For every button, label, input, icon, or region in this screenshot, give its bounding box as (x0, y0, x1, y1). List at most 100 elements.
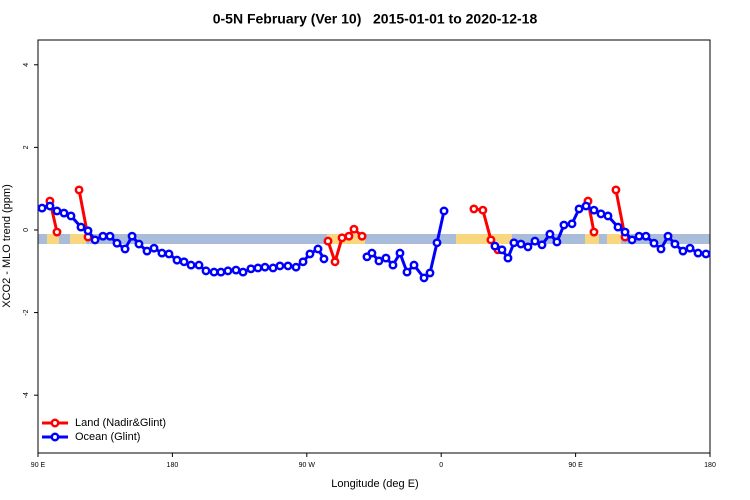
data-point (291, 262, 301, 272)
data-point (425, 268, 435, 278)
legend-marker (50, 418, 60, 428)
ocean-band (38, 234, 710, 244)
data-point (581, 201, 591, 211)
data-point (685, 243, 695, 253)
data-point (395, 248, 405, 258)
x-tick-label: 180 (167, 462, 179, 469)
data-point (52, 227, 62, 237)
data-point (238, 267, 248, 277)
data-point (246, 264, 256, 274)
data-point (337, 233, 347, 243)
data-point (59, 208, 69, 218)
data-point (432, 238, 442, 248)
data-point (268, 263, 278, 273)
data-point (663, 231, 673, 241)
land-band (585, 234, 599, 244)
data-point (305, 249, 315, 259)
data-point (149, 243, 159, 253)
data-point (523, 242, 533, 252)
data-point (693, 248, 703, 258)
x-tick-label: 90 E (568, 462, 583, 469)
data-point (701, 249, 711, 259)
data-point (490, 241, 500, 251)
x-axis-label: Longitude (deg E) (331, 478, 418, 490)
data-point (497, 245, 507, 255)
x-tick-label: 180 (704, 462, 716, 469)
data-point (552, 237, 562, 247)
data-point (179, 257, 189, 267)
legend-label: Land (Nadir&Glint) (75, 417, 166, 429)
data-point (172, 255, 182, 265)
plot-frame (37, 39, 711, 454)
data-point (231, 265, 241, 275)
data-point (381, 253, 391, 263)
y-tick-label: 2 (23, 145, 30, 149)
data-point (223, 266, 233, 276)
data-point (613, 222, 623, 232)
x-tick-label: 90 W (299, 462, 316, 469)
data-point (45, 201, 55, 211)
data-point (52, 206, 62, 216)
data-point (90, 235, 100, 245)
data-point (567, 219, 577, 229)
y-tick-label: 4 (23, 63, 30, 67)
data-point (439, 206, 449, 216)
data-point (409, 260, 419, 270)
data-point (120, 244, 130, 254)
x-tick-label: 0 (439, 462, 443, 469)
data-point (74, 185, 84, 195)
data-point (83, 226, 93, 236)
data-point (201, 266, 211, 276)
data-point (509, 238, 519, 248)
data-point (127, 231, 137, 241)
data-point (216, 267, 226, 277)
y-tick-label: -2 (23, 309, 30, 315)
data-point (388, 260, 398, 270)
data-point (503, 253, 513, 263)
data-point (98, 231, 108, 241)
data-point (516, 239, 526, 249)
data-point (530, 236, 540, 246)
data-point (283, 261, 293, 271)
data-point (349, 224, 359, 234)
data-point (330, 257, 340, 267)
data-point (164, 249, 174, 259)
y-axis-label: XCO2 - MLO trend (ppm) (1, 184, 13, 307)
data-point (627, 235, 637, 245)
data-point (66, 211, 76, 221)
data-point (260, 262, 270, 272)
data-point (112, 238, 122, 248)
data-point (620, 227, 630, 237)
data-point (186, 260, 196, 270)
data-point (559, 220, 569, 230)
data-point (76, 222, 86, 232)
data-point (634, 231, 644, 241)
data-point (357, 231, 367, 241)
legend-marker (50, 432, 60, 442)
data-point (469, 204, 479, 214)
data-point (275, 261, 285, 271)
data-point (611, 185, 621, 195)
x-tick-label: 90 E (31, 462, 46, 469)
data-point (142, 246, 152, 256)
y-tick-label: -4 (23, 392, 30, 398)
data-point (313, 244, 323, 254)
data-point (157, 248, 167, 258)
data-point (323, 236, 333, 246)
data-point (589, 227, 599, 237)
data-point (374, 256, 384, 266)
data-point (344, 231, 354, 241)
land-band (47, 234, 59, 244)
land-band (456, 234, 512, 244)
chart-title: 0-5N February (Ver 10) 2015-01-01 to 202… (213, 11, 538, 27)
data-point (478, 205, 488, 215)
data-point (37, 203, 47, 213)
data-point (545, 229, 555, 239)
data-point (596, 209, 606, 219)
data-point (670, 239, 680, 249)
data-point (134, 239, 144, 249)
data-point (298, 257, 308, 267)
data-point (319, 254, 329, 264)
y-tick-label: 0 (23, 228, 30, 232)
